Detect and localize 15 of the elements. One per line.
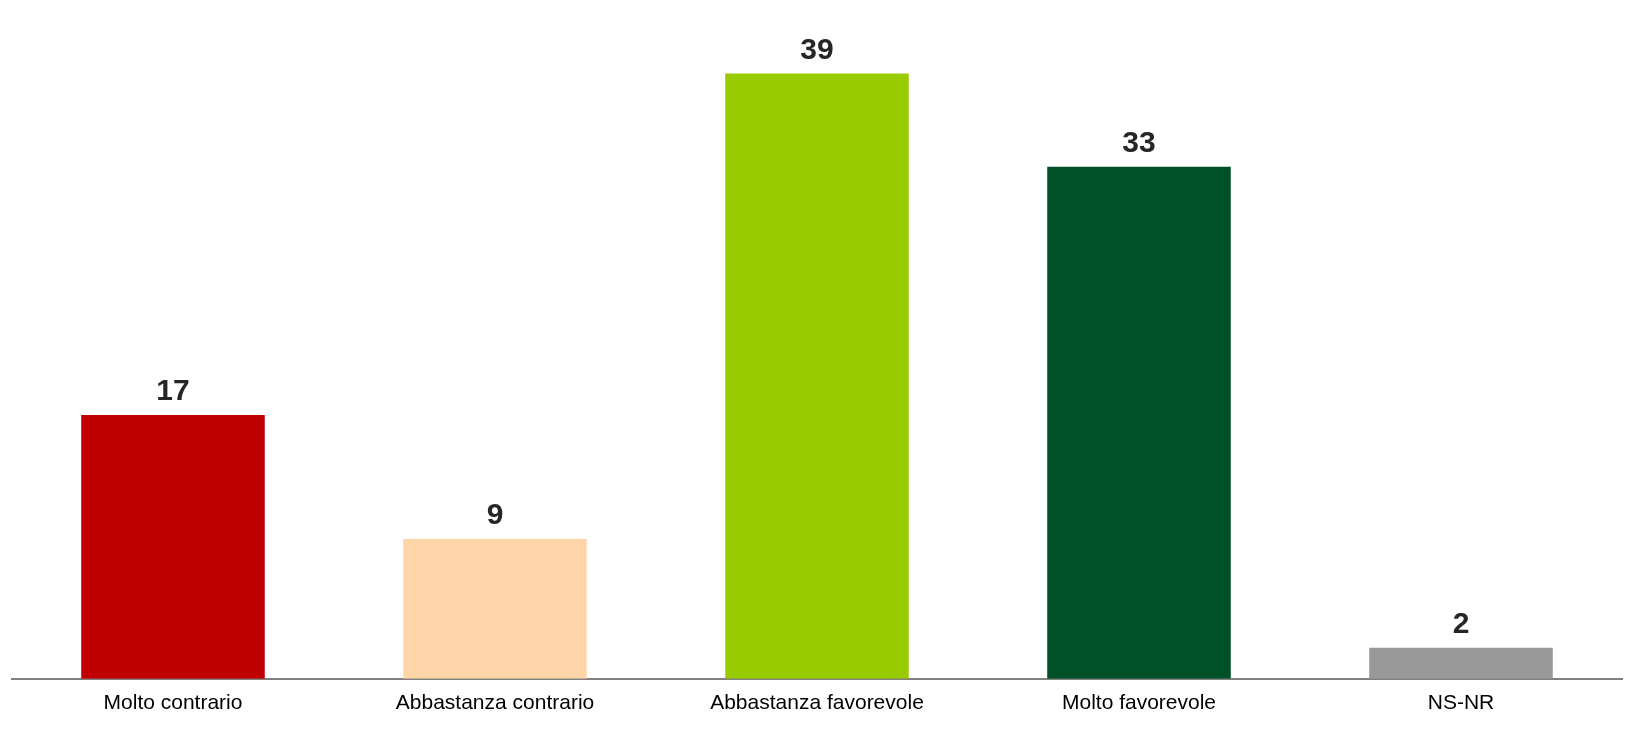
data-label: 39	[800, 31, 834, 65]
bar	[725, 73, 909, 679]
bar	[403, 539, 587, 679]
bar	[1369, 647, 1553, 679]
data-label: 9	[486, 497, 504, 531]
x-tick-label: Abbastanza favorevole	[710, 690, 924, 714]
x-tick-label: Molto contrario	[103, 690, 243, 714]
bar	[1047, 166, 1231, 679]
bar	[81, 414, 265, 679]
x-tick-label: Molto favorevole	[1061, 690, 1217, 714]
x-tick-label: NS-NR	[1427, 690, 1495, 714]
data-label: 33	[1122, 124, 1156, 158]
data-label: 2	[1452, 606, 1470, 640]
data-label: 17	[156, 373, 190, 407]
x-tick-label: Abbastanza contrario	[395, 690, 595, 714]
